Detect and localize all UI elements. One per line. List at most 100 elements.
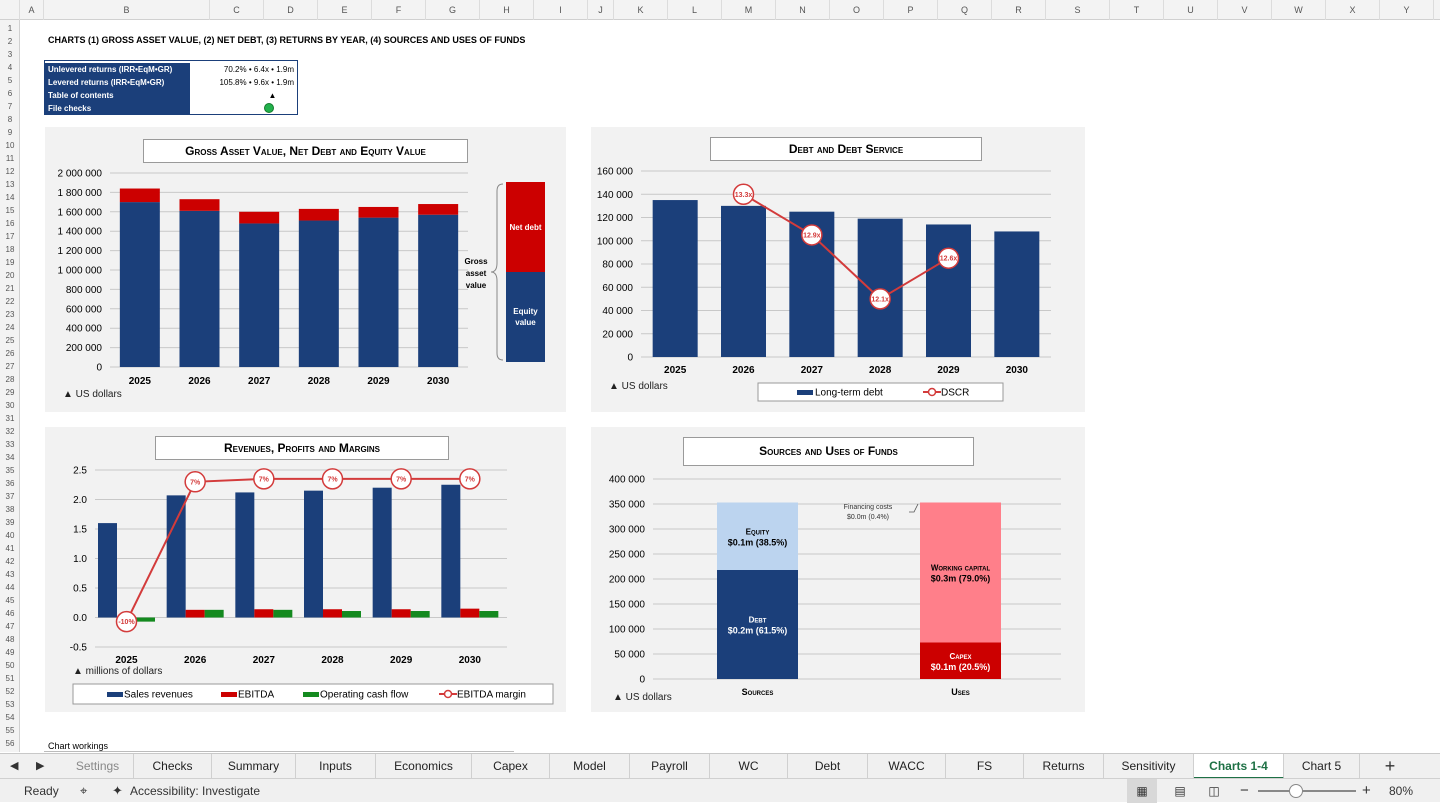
chart-gross-asset-value[interactable]: 0 200 000 400 000 600 000 800 000 1 000 000 1 … [45, 127, 566, 412]
toc-arrow-icon[interactable]: ▲ [268, 91, 277, 100]
accessibility-icon[interactable]: ✦ [112, 783, 123, 798]
row-header-21[interactable]: 21 [5, 284, 15, 293]
column-header-O[interactable]: O [830, 0, 884, 20]
tab-chart-5[interactable]: Chart 5 [1284, 754, 1360, 779]
row-header-16[interactable]: 16 [5, 219, 15, 228]
chart-revenues-profits[interactable]: -0.5 0.0 0.5 1.0 1.5 2.0 2.5 2025 2026 2027 2028 20… [45, 427, 566, 712]
tab-sensitivity[interactable]: Sensitivity [1104, 754, 1194, 779]
row-header-36[interactable]: 36 [5, 479, 15, 488]
row-header-7[interactable]: 7 [7, 102, 13, 111]
tab-model[interactable]: Model [550, 754, 630, 779]
column-header-I[interactable]: I [534, 0, 588, 20]
chart-debt-service[interactable]: 0 20 000 40 000 60 000 80 000 100 000 120 000 1… [591, 127, 1085, 412]
tab-settings[interactable]: Settings [62, 754, 134, 779]
row-header-55[interactable]: 55 [5, 726, 15, 735]
column-header-J[interactable]: J [588, 0, 614, 20]
row-header-33[interactable]: 33 [5, 440, 15, 449]
zoom-level[interactable]: 80% [1389, 784, 1414, 798]
row-header-15[interactable]: 15 [5, 206, 15, 215]
row-header-52[interactable]: 52 [5, 687, 15, 696]
row-header-3[interactable]: 3 [7, 50, 13, 59]
row-header-22[interactable]: 22 [5, 297, 15, 306]
column-header-N[interactable]: N [776, 0, 830, 20]
row-header-51[interactable]: 51 [5, 674, 15, 683]
row-header-20[interactable]: 20 [5, 271, 15, 280]
row-header-27[interactable]: 27 [5, 362, 15, 371]
row-header-26[interactable]: 26 [5, 349, 15, 358]
row-header-50[interactable]: 50 [5, 661, 15, 670]
tab-checks[interactable]: Checks [134, 754, 212, 779]
column-header-F[interactable]: F [372, 0, 426, 20]
row-header-18[interactable]: 18 [5, 245, 15, 254]
row-header-48[interactable]: 48 [5, 635, 15, 644]
column-header-W[interactable]: W [1272, 0, 1326, 20]
row-header-39[interactable]: 39 [5, 518, 15, 527]
chart-sources-uses[interactable]: 0 50 000 100 000 150 000 200 000 250 000 300 0… [591, 427, 1085, 712]
column-header-G[interactable]: G [426, 0, 480, 20]
row-header-49[interactable]: 49 [5, 648, 15, 657]
column-header-V[interactable]: V [1218, 0, 1272, 20]
row-header-31[interactable]: 31 [5, 414, 15, 423]
row-header-30[interactable]: 30 [5, 401, 15, 410]
row-header-32[interactable]: 32 [5, 427, 15, 436]
row-header-34[interactable]: 34 [5, 453, 15, 462]
tab-payroll[interactable]: Payroll [630, 754, 710, 779]
column-header-B[interactable]: B [44, 0, 210, 20]
tab-capex[interactable]: Capex [472, 754, 550, 779]
row-header-28[interactable]: 28 [5, 375, 15, 384]
row-header-13[interactable]: 13 [5, 180, 15, 189]
macro-record-icon[interactable]: ⌖ [80, 783, 88, 798]
row-header-1[interactable]: 1 [7, 24, 13, 33]
zoom-out-button[interactable]: − [1240, 782, 1249, 799]
row-header-29[interactable]: 29 [5, 388, 15, 397]
tab-scroll-left-icon[interactable]: ◀ [10, 760, 19, 772]
row-header-10[interactable]: 10 [5, 141, 15, 150]
column-header-X[interactable]: X [1326, 0, 1380, 20]
row-header-54[interactable]: 54 [5, 713, 15, 722]
row-header-43[interactable]: 43 [5, 570, 15, 579]
add-sheet-button[interactable]: + [1384, 756, 1396, 776]
row-header-4[interactable]: 4 [7, 63, 13, 72]
zoom-in-button[interactable]: + [1362, 782, 1371, 799]
tab-economics[interactable]: Economics [376, 754, 472, 779]
column-header-A[interactable]: A [20, 0, 44, 20]
row-header-19[interactable]: 19 [5, 258, 15, 267]
row-header-11[interactable]: 11 [5, 154, 15, 163]
row-header-9[interactable]: 9 [7, 128, 13, 137]
tab-charts-1-4[interactable]: Charts 1-4 [1194, 754, 1284, 779]
column-header-H[interactable]: H [480, 0, 534, 20]
column-header-D[interactable]: D [264, 0, 318, 20]
row-header-25[interactable]: 25 [5, 336, 15, 345]
tab-summary[interactable]: Summary [212, 754, 296, 779]
column-header-L[interactable]: L [668, 0, 722, 20]
row-header-12[interactable]: 12 [5, 167, 15, 176]
column-header-Q[interactable]: Q [938, 0, 992, 20]
column-header-U[interactable]: U [1164, 0, 1218, 20]
column-header-R[interactable]: R [992, 0, 1046, 20]
tab-wacc[interactable]: WACC [868, 754, 946, 779]
row-header-46[interactable]: 46 [5, 609, 15, 618]
row-header-6[interactable]: 6 [7, 89, 13, 98]
column-header-C[interactable]: C [210, 0, 264, 20]
tab-debt[interactable]: Debt [788, 754, 868, 779]
row-header-14[interactable]: 14 [5, 193, 15, 202]
row-header-38[interactable]: 38 [5, 505, 15, 514]
row-header-24[interactable]: 24 [5, 323, 15, 332]
row-header-17[interactable]: 17 [5, 232, 15, 241]
row-header-5[interactable]: 5 [7, 76, 13, 85]
tab-fs[interactable]: FS [946, 754, 1024, 779]
zoom-slider[interactable] [1258, 790, 1356, 792]
row-header-41[interactable]: 41 [5, 544, 15, 553]
info-label-toc[interactable]: Table of contents [45, 89, 190, 102]
row-header-35[interactable]: 35 [5, 466, 15, 475]
column-header-P[interactable]: P [884, 0, 938, 20]
column-header-E[interactable]: E [318, 0, 372, 20]
accessibility-status[interactable]: Accessibility: Investigate [130, 784, 261, 798]
row-header-53[interactable]: 53 [5, 700, 15, 709]
column-header-K[interactable]: K [614, 0, 668, 20]
zoom-slider-thumb[interactable] [1289, 784, 1303, 798]
column-header-S[interactable]: S [1046, 0, 1110, 20]
row-header-37[interactable]: 37 [5, 492, 15, 501]
row-header-47[interactable]: 47 [5, 622, 15, 631]
